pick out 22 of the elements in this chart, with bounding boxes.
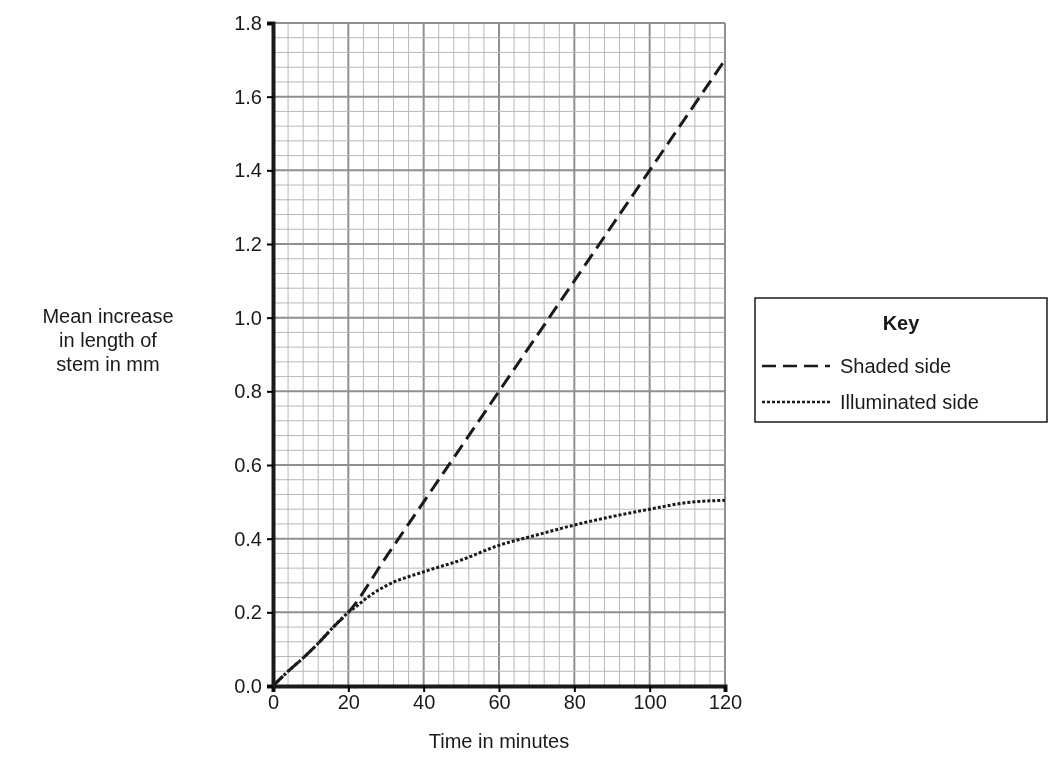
y-tick-label: 1.2 (234, 232, 262, 255)
x-axis-title: Time in minutes (428, 730, 570, 752)
y-tick-label: 1.0 (234, 306, 262, 329)
x-tick-label: 120 (708, 691, 743, 714)
x-tick-label: 80 (563, 691, 586, 714)
y-tick-label: 0.0 (234, 674, 262, 697)
y-axis-title: Mean increase in length of stem in mm (42, 304, 174, 375)
x-tick-label: 20 (337, 691, 360, 714)
y-tick-label: 0.8 (234, 380, 262, 403)
x-tick-label: 100 (633, 691, 667, 714)
legend-title: Key (882, 312, 921, 334)
y-tick-label: 1.8 (234, 11, 262, 34)
y-tick-label: 0.2 (234, 601, 262, 624)
x-tick-label: 40 (413, 691, 436, 714)
y-tick-label: 1.4 (234, 159, 262, 182)
y-tick-label: 0.6 (234, 453, 262, 476)
legend-label: Illuminated side (840, 391, 979, 413)
x-tick-label: 0 (267, 691, 280, 714)
y-tick-label: 0.4 (234, 527, 262, 550)
y-tick-label: 1.6 (234, 85, 262, 108)
x-tick-label: 60 (488, 691, 511, 714)
legend-label: Shaded side (840, 355, 952, 377)
